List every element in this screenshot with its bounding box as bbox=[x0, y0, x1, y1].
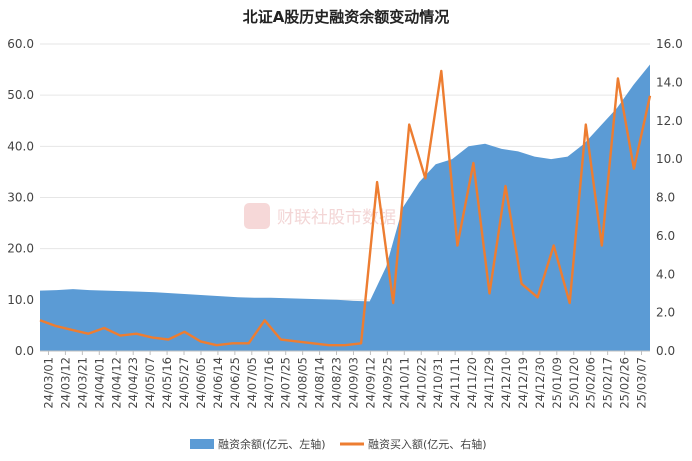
x-axis-tick-label: 25/03/07 bbox=[635, 357, 649, 409]
x-axis-tick-label: 24/12/19 bbox=[516, 357, 530, 409]
balance-area-series bbox=[40, 64, 650, 351]
watermark: 财联社股市数据 bbox=[244, 203, 396, 229]
x-axis-tick-label: 24/07/25 bbox=[279, 357, 293, 409]
x-axis-tick-label: 24/08/14 bbox=[313, 357, 327, 409]
left-axis-tick-label: 0.0 bbox=[15, 344, 34, 358]
x-axis-tick-label: 24/09/03 bbox=[346, 357, 360, 409]
x-axis-tick-label: 24/11/29 bbox=[482, 357, 496, 409]
x-axis-tick-label: 24/05/07 bbox=[143, 357, 157, 409]
x-axis-tick-label: 24/03/01 bbox=[41, 357, 55, 409]
right-axis-tick-label: 12.0 bbox=[656, 114, 683, 128]
x-axis-tick-label: 24/03/12 bbox=[58, 357, 72, 409]
x-axis-tick-label: 25/02/17 bbox=[601, 357, 615, 409]
x-axis-tick-label: 24/11/20 bbox=[465, 357, 479, 409]
x-axis-tick-label: 24/11/11 bbox=[448, 357, 462, 409]
legend: 融资余额(亿元、左轴) 融资买入额(亿元、右轴) bbox=[190, 437, 487, 451]
balance-area bbox=[40, 64, 650, 351]
x-axis-tick-label: 24/12/30 bbox=[533, 357, 547, 409]
x-axis-tick-label: 24/06/25 bbox=[228, 357, 242, 409]
left-axis-tick-label: 10.0 bbox=[7, 293, 34, 307]
watermark-logo bbox=[244, 203, 270, 229]
x-axis-tick-label: 24/10/22 bbox=[414, 357, 428, 409]
right-axis-tick-label: 4.0 bbox=[656, 267, 675, 281]
legend-swatch-balance bbox=[190, 439, 214, 449]
x-axis-tick-label: 24/04/01 bbox=[92, 357, 106, 409]
x-axis-tick-label: 24/05/16 bbox=[160, 357, 174, 409]
x-axis-tick-label: 25/01/09 bbox=[550, 357, 564, 409]
x-axis-tick-label: 24/07/05 bbox=[245, 357, 259, 409]
x-axis-tick-label: 24/05/27 bbox=[177, 357, 191, 409]
x-axis-tick-label: 24/09/12 bbox=[363, 357, 377, 409]
buy-line-series bbox=[39, 69, 652, 347]
right-axis-tick-label: 10.0 bbox=[656, 152, 683, 166]
legend-label-buy: 融资买入额(亿元、右轴) bbox=[368, 437, 487, 451]
x-axis-tick-label: 24/06/14 bbox=[211, 357, 225, 409]
axes: 0.0 10.0 20.0 30.0 40.0 50.0 60.0 0.0 2.0 4.0 6.0 8… bbox=[7, 37, 682, 409]
right-axis-tick-label: 2.0 bbox=[656, 306, 675, 320]
x-axis-tick-label: 24/07/16 bbox=[262, 357, 276, 409]
legend-label-balance: 融资余额(亿元、左轴) bbox=[218, 437, 326, 451]
left-axis-tick-label: 40.0 bbox=[7, 139, 34, 153]
x-axis-tick-label: 24/08/05 bbox=[296, 357, 310, 409]
watermark-text: 财联社股市数据 bbox=[277, 208, 396, 228]
x-axis-tick-label: 24/08/23 bbox=[330, 357, 344, 409]
x-axis-tick-label: 24/04/12 bbox=[109, 357, 123, 409]
x-axis-tick-label: 24/03/21 bbox=[75, 357, 89, 409]
x-axis-tick-label: 24/09/25 bbox=[380, 357, 394, 409]
x-axis-tick-label: 24/12/10 bbox=[499, 357, 513, 409]
right-axis-tick-label: 0.0 bbox=[656, 344, 675, 358]
x-axis-tick-label: 24/10/11 bbox=[397, 357, 411, 409]
right-axis-tick-label: 16.0 bbox=[656, 37, 683, 51]
right-axis-tick-label: 6.0 bbox=[656, 229, 675, 243]
x-axis-tick-label: 24/10/31 bbox=[431, 357, 445, 409]
buy-line bbox=[39, 69, 652, 347]
x-axis-tick-label: 25/02/26 bbox=[618, 357, 632, 409]
left-axis-tick-label: 20.0 bbox=[7, 242, 34, 256]
right-axis-tick-label: 14.0 bbox=[656, 75, 683, 89]
right-axis-tick-label: 8.0 bbox=[656, 191, 675, 205]
left-axis-tick-label: 30.0 bbox=[7, 191, 34, 205]
chart-title: 北证A股历史融资余额变动情况 bbox=[242, 8, 450, 26]
x-axis-tick-label: 25/02/06 bbox=[584, 357, 598, 409]
x-axis-tick-label: 24/04/23 bbox=[126, 357, 140, 409]
x-axis-tick-label: 24/06/05 bbox=[194, 357, 208, 409]
x-axis-tick-label: 25/01/20 bbox=[567, 357, 581, 409]
left-axis-tick-label: 50.0 bbox=[7, 88, 34, 102]
left-axis-tick-label: 60.0 bbox=[7, 37, 34, 51]
